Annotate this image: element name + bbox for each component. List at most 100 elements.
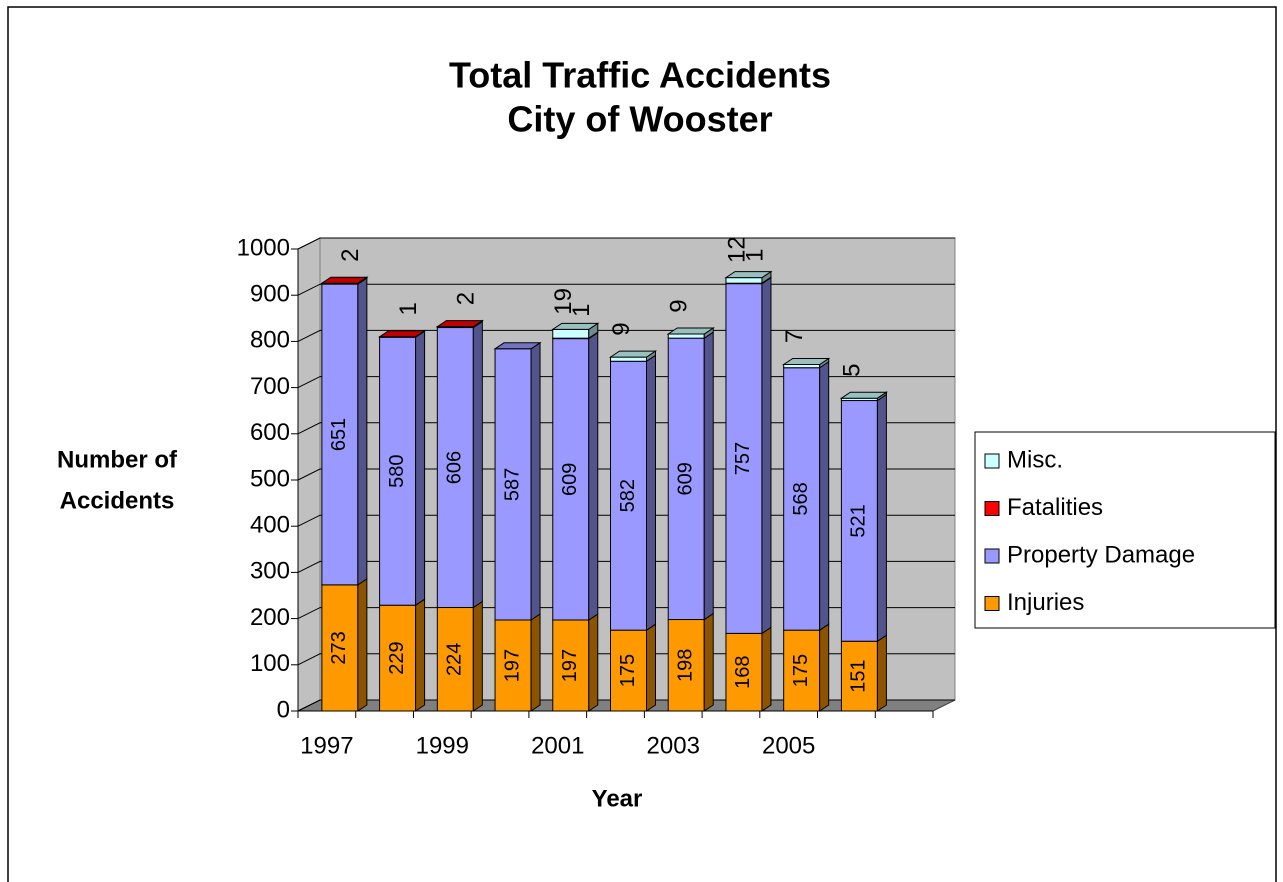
data-label: 521 [848, 504, 870, 537]
data-label: 1 [395, 302, 422, 315]
bar-top [666, 327, 715, 335]
bar-side [876, 634, 887, 712]
x-tick-label: 1997 [300, 732, 353, 759]
data-label: 2 [337, 249, 364, 262]
bar-side [415, 330, 426, 607]
y-tick-label: 600 [250, 419, 290, 446]
bar-side [357, 277, 368, 586]
bar-top [551, 322, 600, 330]
bar-side [646, 354, 656, 632]
data-label: 587 [501, 468, 523, 501]
bar-top [493, 342, 542, 350]
bar-segment [667, 619, 705, 712]
bar-segment [494, 348, 532, 621]
bar-side [761, 626, 772, 712]
bar-side [761, 276, 772, 635]
bar-top [377, 330, 427, 338]
bar-segment [552, 338, 590, 621]
bar-segment [610, 360, 647, 631]
legend-swatch [984, 596, 1000, 611]
bar-segment [667, 333, 705, 339]
bar-segment [436, 607, 474, 712]
data-label: 609 [675, 462, 697, 495]
legend-label: Property Damage [1007, 541, 1195, 568]
data-label: 168 [732, 656, 754, 689]
bar-side [415, 598, 426, 712]
bar-segment [436, 327, 474, 609]
data-label: 229 [386, 641, 408, 674]
legend-swatch [984, 548, 1000, 564]
legend [974, 431, 1276, 629]
data-label: 609 [559, 463, 581, 496]
x-axis-title: Year [592, 785, 643, 812]
y-tick-label: 400 [250, 512, 290, 539]
bar-segment [783, 629, 821, 712]
bar-segment [610, 629, 647, 712]
data-label: 2 [453, 292, 480, 305]
legend-label: Fatalities [1007, 494, 1103, 521]
x-tick-label: 2005 [762, 732, 815, 759]
legend-label: Injuries [1007, 589, 1084, 616]
bar-side [703, 331, 714, 621]
bar-top [608, 350, 658, 358]
data-label: 273 [328, 631, 350, 664]
data-label: 5 [839, 364, 866, 377]
bar-segment [552, 619, 590, 712]
y-tick-label: 200 [250, 604, 290, 631]
bar-segment [840, 400, 878, 642]
data-label: 651 [328, 418, 350, 451]
y-tick-label: 100 [250, 650, 290, 677]
data-label: 224 [444, 643, 466, 676]
grid-line [297, 237, 955, 250]
data-label: 175 [617, 654, 639, 687]
y-tick-label: 0 [277, 696, 290, 723]
y-tick-label: 900 [250, 281, 290, 308]
chart-subtitle: City of Wooster [507, 99, 772, 140]
bar-side [357, 577, 368, 712]
y-tick-label: 500 [250, 465, 290, 492]
data-label: 9 [608, 322, 635, 335]
y-tick-label: 800 [250, 327, 290, 354]
y-tick-label: 700 [250, 373, 290, 400]
bar-side [646, 623, 656, 712]
x-tick-label: 2001 [531, 732, 584, 759]
bar-top [435, 320, 484, 328]
data-label: 197 [559, 649, 581, 682]
bar-side [819, 623, 830, 712]
x-tick-label: 1999 [416, 732, 469, 759]
legend-label: Misc. [1007, 446, 1063, 473]
bar-side [530, 613, 541, 712]
y-tick-label: 1000 [237, 234, 290, 261]
data-label: 568 [790, 482, 812, 515]
data-label: 7 [781, 330, 808, 343]
y-axis-title: Number of [57, 446, 178, 473]
bar-top [320, 276, 369, 284]
data-label: 151 [848, 659, 870, 692]
data-label: 606 [444, 451, 466, 484]
chart-title: Total Traffic Accidents [449, 55, 831, 96]
bar-top [839, 391, 889, 399]
bar-segment [494, 619, 532, 712]
bar-side [530, 341, 541, 621]
data-label: 12 [723, 236, 750, 263]
bar-side [876, 393, 887, 643]
bar-segment [725, 632, 763, 712]
y-axis-title: Accidents [60, 487, 175, 514]
bar-segment [840, 640, 878, 712]
data-label: 198 [675, 649, 697, 682]
bar-side [703, 612, 714, 712]
legend-swatch [984, 501, 1000, 516]
data-label: 9 [666, 299, 693, 312]
y-tick-label: 300 [250, 558, 290, 585]
bar-segment [783, 367, 821, 631]
data-label: 1 [568, 303, 595, 316]
data-label: 582 [617, 479, 639, 512]
bar-side [472, 320, 483, 609]
bar-side [472, 600, 483, 712]
data-label: 757 [732, 442, 754, 475]
bar-side [588, 613, 599, 712]
bar-side [819, 360, 830, 632]
bar-segment [552, 328, 590, 339]
bar-segment [610, 356, 647, 362]
